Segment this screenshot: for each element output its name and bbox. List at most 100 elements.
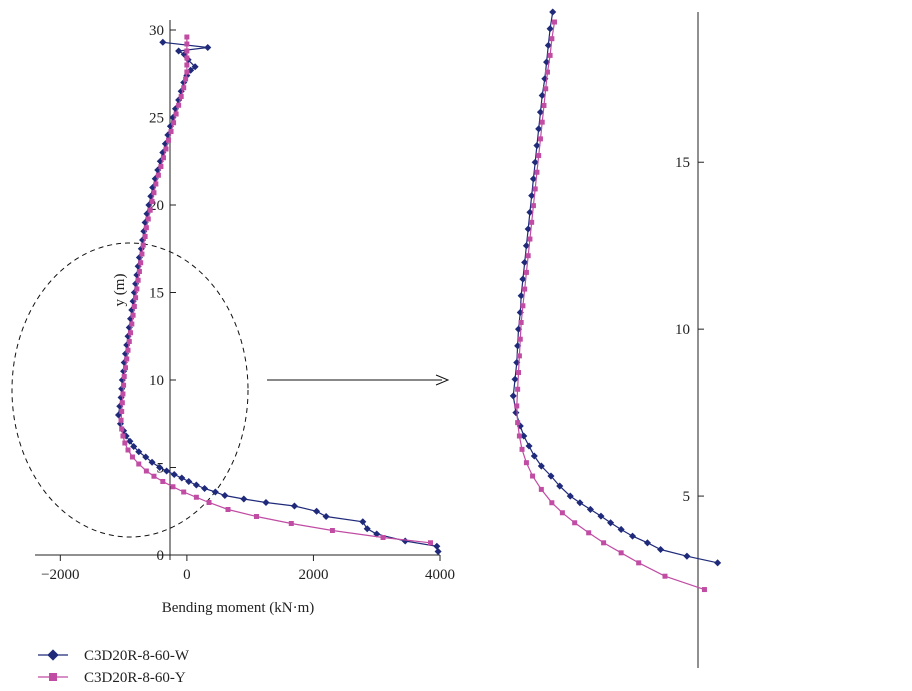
series-y-point: [142, 234, 148, 239]
zoom-series-w-point: [509, 392, 517, 400]
series-y-point: [151, 473, 157, 479]
series-y-point: [130, 312, 136, 318]
series-y-point: [139, 251, 145, 257]
zoom-series-w-point: [530, 452, 538, 460]
diamond-marker-icon: [47, 649, 59, 661]
series-y-point: [120, 433, 126, 439]
zoom-series-w-point: [546, 25, 554, 33]
zoom-series-w-point: [525, 442, 533, 450]
series-y-point: [143, 225, 149, 231]
zoom-series-w-point: [629, 532, 637, 540]
series-y-point: [160, 479, 166, 484]
series-y-point: [128, 330, 134, 336]
zoom-series-w-point: [597, 512, 605, 520]
series-w-point: [211, 488, 219, 496]
zoom-series-y-point: [536, 153, 542, 159]
zoom-series-w-point: [566, 492, 574, 500]
series-w-point: [373, 530, 381, 538]
x-axis-title: Bending moment (kN·m): [162, 600, 314, 616]
zoom-arrow: [267, 374, 450, 386]
zoom-series-w-point: [643, 539, 651, 547]
zoom-y-tick-label: 10: [675, 322, 690, 338]
zoom-series-w-point: [549, 8, 557, 16]
zoom-series-w-point: [519, 275, 527, 283]
series-y-point: [136, 269, 142, 274]
series-w-point: [192, 481, 200, 489]
series-y-point: [153, 181, 159, 187]
series-w-point: [359, 518, 367, 526]
series-w-point: [262, 498, 270, 507]
zoom-series-w-point: [524, 225, 532, 233]
series-y-point: [168, 129, 174, 134]
zoom-series-w-point: [522, 242, 530, 250]
zoom-series-y-point: [538, 486, 544, 492]
series-w-point: [363, 525, 371, 533]
zoom-series-w-point: [537, 462, 545, 470]
series-w-point: [322, 512, 330, 521]
series-y-point: [206, 500, 212, 505]
series-y-point: [183, 76, 189, 82]
series-y-point: [171, 120, 177, 126]
zoom-series-y-point: [586, 530, 592, 536]
zoom-series-y-point: [551, 19, 557, 25]
zoom-series-w-point: [531, 158, 539, 166]
series-y-point: [124, 356, 130, 362]
series-w-point: [130, 442, 138, 451]
zoom-series-y-point: [559, 510, 565, 516]
series-y-point: [184, 55, 190, 61]
x-tick-label: 2000: [298, 567, 328, 583]
series-y-point: [145, 216, 151, 222]
series-y-point: [119, 409, 125, 414]
zoom-series-w-point: [528, 192, 536, 200]
series-w-point: [126, 437, 134, 445]
zoom-series-y-point: [515, 386, 521, 392]
series-w-point: [170, 470, 178, 479]
series-y-point: [125, 447, 131, 453]
series-y-point: [173, 111, 179, 117]
y-tick-label: 0: [157, 548, 165, 564]
series-y-point: [253, 514, 259, 519]
zoom-series-w-point: [544, 41, 552, 49]
zoom-series-w-point: [520, 432, 528, 440]
zoom-series-w-point: [526, 208, 534, 216]
zoom-series-w-point: [538, 91, 546, 99]
series-y-point: [140, 242, 146, 248]
series-y-point: [129, 454, 135, 460]
y-tick-label: 25: [149, 111, 164, 127]
series-y-point: [166, 137, 172, 143]
zoom-series-w-point: [607, 519, 615, 527]
series-y-point: [121, 382, 127, 388]
zoom-series-y-point: [539, 119, 545, 125]
zoom-series-y-point: [516, 370, 522, 376]
series-y-point: [151, 190, 157, 196]
series-y-point: [143, 468, 149, 474]
zoom-series-y-point: [662, 573, 668, 579]
zoom-series-y-point: [529, 219, 535, 225]
zoom-y-tick-label: 5: [683, 489, 691, 505]
zoom-series-w-point: [617, 525, 625, 533]
series-y-point: [428, 540, 434, 546]
zoom-series-w-point: [576, 499, 584, 507]
series-y-point: [138, 260, 144, 266]
series-y-point: [147, 207, 153, 213]
series-y-point: [118, 417, 124, 423]
series-y-point: [184, 34, 190, 40]
zoom-series-y-point: [544, 69, 550, 75]
zoom-series-w-point: [556, 482, 564, 490]
zoom-series-w-point: [533, 142, 541, 150]
zoom-series-y-point: [532, 186, 538, 192]
series-w-line: [117, 41, 439, 552]
series-y-point: [136, 461, 142, 467]
series-y-point: [160, 155, 166, 161]
series-w-point: [191, 63, 199, 71]
zoom-series-y-point: [520, 303, 526, 309]
series-w-point: [240, 495, 248, 503]
zoom-series-w-point: [657, 545, 665, 554]
series-y-point: [119, 400, 125, 406]
series-y-point: [181, 489, 187, 495]
zoom-series-y-point: [549, 500, 555, 506]
series-y-point: [184, 48, 190, 54]
zoom-series-y-point: [519, 446, 525, 452]
series-w-point: [313, 507, 321, 515]
